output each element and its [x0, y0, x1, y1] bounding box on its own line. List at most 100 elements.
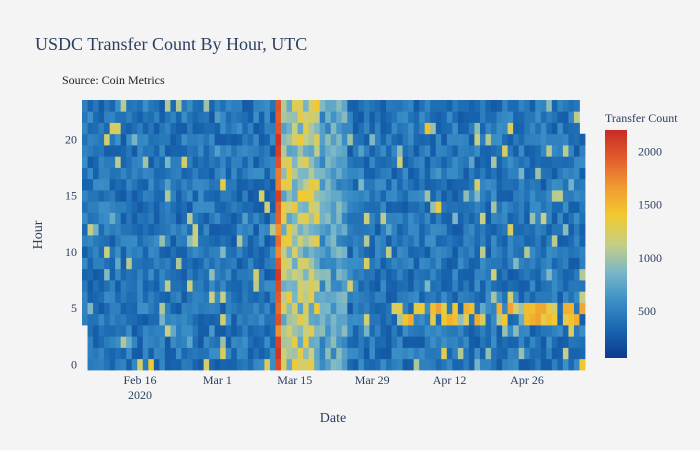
heatmap-cell [142, 145, 149, 157]
heatmap-cell [535, 100, 542, 112]
heatmap-cell [109, 246, 116, 258]
heatmap-cell [82, 201, 88, 213]
heatmap-cell [386, 201, 392, 213]
heatmap-cell [153, 235, 160, 247]
heatmap-cell [164, 358, 171, 371]
heatmap-cell [441, 347, 448, 360]
heatmap-cell [452, 246, 459, 258]
heatmap-cell [280, 156, 287, 168]
heatmap-cell [435, 100, 442, 112]
heatmap-cell [496, 358, 503, 371]
heatmap-cell [491, 156, 497, 168]
heatmap-cell [579, 167, 586, 180]
heatmap-cell [220, 257, 227, 270]
heatmap-cell [341, 223, 348, 236]
heatmap-cell [502, 246, 509, 258]
heatmap-cell [153, 325, 160, 337]
heatmap-cell [225, 325, 232, 337]
heatmap-cell [314, 190, 321, 202]
heatmap-cell [502, 223, 509, 236]
heatmap-cell [115, 156, 122, 168]
heatmap-cell [419, 257, 426, 270]
heatmap-cell [573, 212, 580, 225]
heatmap-cell [518, 201, 525, 213]
heatmap-cell [441, 156, 448, 168]
heatmap-cell [109, 201, 116, 213]
heatmap-cell [242, 100, 249, 112]
heatmap-cell [148, 133, 155, 146]
x-tick-label: 2020 [128, 388, 152, 402]
heatmap-cell [546, 122, 553, 135]
heatmap-cell [529, 268, 536, 281]
heatmap-cell [319, 257, 326, 270]
heatmap-cell [441, 313, 448, 326]
heatmap-cell [468, 111, 475, 123]
heatmap-cell [275, 212, 282, 225]
heatmap-cell [513, 145, 520, 157]
heatmap-cell [308, 358, 315, 371]
heatmap-cell [474, 212, 481, 225]
heatmap-cell [386, 156, 392, 168]
heatmap-cell [474, 167, 481, 180]
heatmap-cell [148, 246, 155, 258]
heatmap-cell [457, 201, 464, 213]
heatmap-cell [225, 190, 232, 202]
heatmap-cell [435, 178, 442, 191]
heatmap-cell [358, 167, 365, 180]
heatmap-cell [457, 257, 464, 270]
heatmap-cell [325, 178, 332, 191]
heatmap-cell [330, 336, 337, 348]
heatmap-cell [330, 223, 337, 236]
heatmap-cell [98, 336, 105, 348]
heatmap-cell [529, 347, 536, 360]
heatmap-cell [198, 190, 205, 202]
heatmap-cell [408, 291, 415, 303]
heatmap-cell [557, 167, 564, 180]
heatmap-cell [397, 133, 403, 146]
heatmap-cell [557, 268, 564, 281]
heatmap-cell [507, 257, 514, 270]
heatmap-cell [275, 358, 282, 371]
heatmap-cell [402, 246, 409, 258]
heatmap-cell [546, 133, 553, 146]
heatmap-cell [452, 223, 459, 236]
heatmap-cell [491, 223, 497, 236]
heatmap-cell [358, 246, 365, 258]
heatmap-cell [187, 122, 193, 135]
heatmap-cell [336, 178, 343, 191]
heatmap-cell [491, 145, 497, 157]
heatmap-cell [386, 336, 392, 348]
heatmap-cell [292, 358, 298, 371]
heatmap-cell [336, 280, 343, 292]
heatmap-cell [286, 178, 293, 191]
heatmap-cell [286, 100, 293, 112]
heatmap-cell [325, 347, 332, 360]
heatmap-cell [131, 313, 138, 326]
heatmap-cell [352, 111, 359, 123]
heatmap-cell [380, 223, 387, 236]
heatmap-cell [319, 325, 326, 337]
heatmap-cell [518, 133, 525, 146]
heatmap-cell [319, 358, 326, 371]
heatmap-cell [491, 336, 497, 348]
heatmap-cell [142, 178, 149, 191]
heatmap-cell [175, 358, 182, 371]
heatmap-cell [109, 347, 116, 360]
heatmap-cell [303, 291, 310, 303]
heatmap-cell [336, 257, 343, 270]
heatmap-cell [474, 201, 481, 213]
heatmap-cell [419, 122, 426, 135]
heatmap-cell [131, 246, 138, 258]
heatmap-cell [247, 347, 254, 360]
heatmap-cell [341, 100, 348, 112]
heatmap-cell [330, 111, 337, 123]
heatmap-cell [347, 167, 354, 180]
heatmap-cell [308, 100, 315, 112]
heatmap-cell [286, 111, 293, 123]
heatmap-cell [363, 156, 370, 168]
heatmap-cell [131, 257, 138, 270]
heatmap-cell [159, 257, 166, 270]
heatmap-cell [408, 111, 415, 123]
heatmap-cell [441, 302, 448, 315]
heatmap-cell [579, 347, 586, 360]
